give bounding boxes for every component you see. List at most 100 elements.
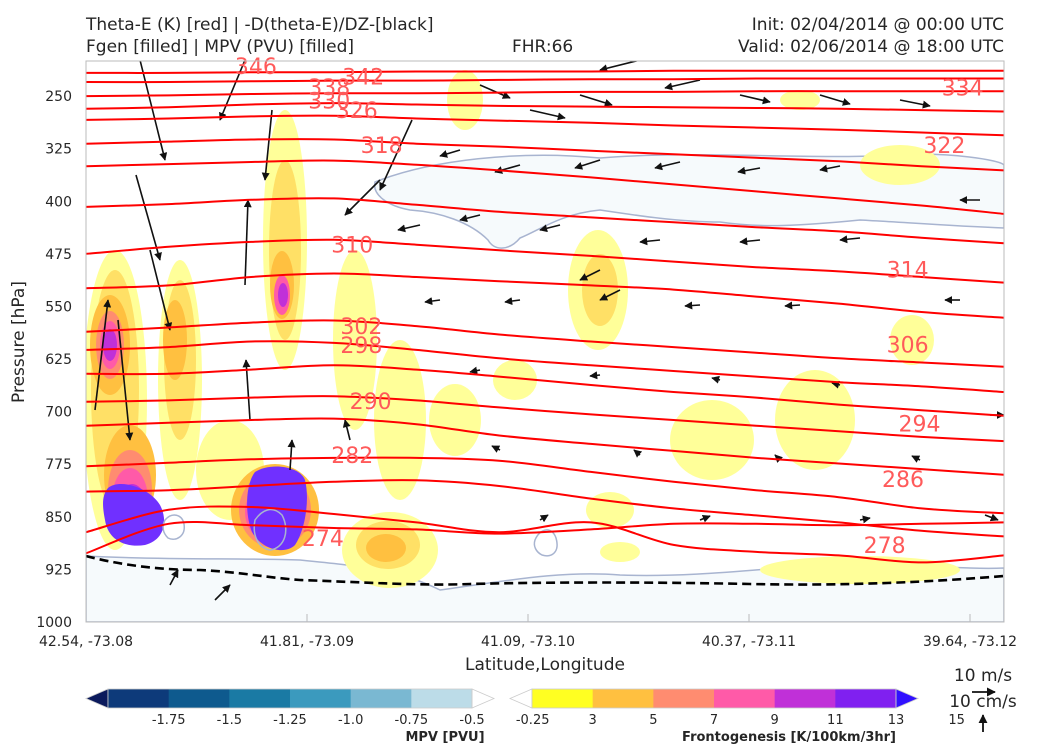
fgen-blob bbox=[278, 283, 288, 307]
colorbar-swatch bbox=[290, 689, 352, 708]
wind-vector bbox=[439, 149, 461, 158]
x-axis-label: Latitude,Longitude bbox=[465, 655, 625, 675]
wind-vector bbox=[654, 161, 681, 171]
mpv-outline-extra bbox=[162, 508, 558, 557]
wind-vector bbox=[459, 214, 481, 223]
fgen-blob bbox=[447, 70, 483, 130]
wind-vector bbox=[831, 380, 841, 389]
theta-e-contour-298 bbox=[86, 364, 1004, 417]
contour-label: 310 bbox=[331, 234, 373, 259]
y-tick-label: 850 bbox=[45, 510, 72, 526]
contour-label: 278 bbox=[864, 534, 906, 559]
boundary-layer-dashed bbox=[86, 554, 1004, 586]
wind-vector bbox=[819, 164, 841, 173]
contour-label: 306 bbox=[887, 333, 929, 358]
fgen-max-region bbox=[103, 484, 165, 546]
wind-vector bbox=[424, 297, 441, 306]
contour-label: 334 bbox=[942, 77, 984, 102]
wind-vector bbox=[169, 569, 179, 586]
fgen-blob bbox=[374, 340, 426, 500]
theta-e-contour-286 bbox=[86, 456, 1004, 515]
wind-vector bbox=[504, 297, 521, 306]
x-tick-label: 42.54, -73.08 bbox=[39, 634, 133, 650]
mpv-colorbar-title: MPV [PVU] bbox=[405, 730, 484, 745]
colorbar-tick-label: 13 bbox=[888, 713, 905, 728]
wind-vector bbox=[579, 269, 601, 281]
theta-e-contour-322 bbox=[86, 159, 1004, 215]
contour-label: 282 bbox=[331, 444, 373, 469]
mpv-outline bbox=[533, 529, 558, 557]
wind-vector bbox=[737, 166, 761, 175]
fgen-blob bbox=[586, 492, 634, 528]
x-tick-label: 40.37, -73.11 bbox=[702, 634, 796, 650]
fgen-blob bbox=[582, 254, 618, 326]
theta-e-contour-318 bbox=[86, 197, 1004, 245]
colorbar-swatch bbox=[835, 689, 897, 708]
title-line-1: Theta-E (K) [red] | -D(theta-E)/DZ-[blac… bbox=[86, 15, 434, 35]
y-tick-label: 925 bbox=[45, 562, 72, 578]
colorbar-tick-label: -1.25 bbox=[273, 713, 307, 728]
theta-e-contour-310 bbox=[86, 272, 1004, 319]
theta-e-contour-326 bbox=[86, 138, 1004, 172]
y-tick-label: 700 bbox=[45, 405, 72, 421]
wind-vector bbox=[491, 445, 501, 453]
wind-vector bbox=[711, 375, 721, 384]
y-tick-label: 475 bbox=[45, 247, 72, 263]
fgen-blob bbox=[775, 370, 855, 470]
vector-field bbox=[94, 61, 1004, 601]
theta-e-contour-294 bbox=[86, 395, 1004, 443]
wind-vector bbox=[397, 224, 421, 233]
contour-label: 346 bbox=[235, 55, 277, 80]
wind-vector bbox=[539, 224, 561, 233]
wind-vector bbox=[539, 514, 549, 523]
theta-e-contour-342 bbox=[86, 77, 1004, 84]
wind-vector bbox=[839, 235, 861, 244]
colorbar-swatch bbox=[592, 689, 654, 708]
colorbar-tick-label: 15 bbox=[948, 713, 965, 728]
fgen-blob bbox=[890, 315, 934, 365]
wind-vector bbox=[984, 513, 999, 522]
theta-e-contours bbox=[86, 69, 1004, 564]
fgen-blob bbox=[600, 542, 640, 562]
y-tick-label: 250 bbox=[45, 89, 72, 105]
colorbar-tick-label: -1.0 bbox=[338, 713, 363, 728]
contour-label: 298 bbox=[340, 334, 382, 359]
fgen-blob bbox=[366, 534, 406, 562]
frontogenesis-colorbar: 3 5 7 9 11 13 15 bbox=[508, 688, 965, 728]
colorbar-swatch bbox=[108, 689, 170, 708]
wind-vector bbox=[819, 94, 851, 106]
colorbar-swatch bbox=[411, 689, 473, 708]
theta-e-contour-278 bbox=[86, 505, 1004, 564]
wind-vector bbox=[149, 249, 173, 331]
y-tick-label: 550 bbox=[45, 299, 72, 315]
wind-vector bbox=[529, 109, 566, 121]
colorbar-swatch bbox=[168, 689, 230, 708]
theta-e-contour-346 bbox=[86, 69, 1004, 74]
contour-label: 318 bbox=[361, 134, 403, 159]
colorbar-frame bbox=[531, 688, 897, 709]
theta-e-contour-330 bbox=[86, 114, 1004, 137]
contour-label: 338 bbox=[308, 76, 350, 101]
wind-vector bbox=[699, 514, 711, 523]
colorbar-extend-right bbox=[895, 688, 920, 709]
colorbar-tick-label: 11 bbox=[827, 713, 844, 728]
y-tick-label: 1000 bbox=[36, 615, 72, 631]
x-tick-label: 41.09, -73.10 bbox=[481, 634, 575, 650]
colorbar-frame bbox=[107, 688, 473, 709]
y-axis-label: Pressure [hPa] bbox=[9, 281, 29, 403]
contour-label: 274 bbox=[302, 527, 344, 552]
contour-label: 342 bbox=[342, 65, 384, 90]
wind-vector bbox=[344, 179, 381, 216]
contour-label: 330 bbox=[308, 89, 350, 114]
y-tick-label: 400 bbox=[45, 194, 72, 210]
wind-vector bbox=[784, 301, 801, 310]
fgen-colorbar-title: Frontogenesis [K/100km/3hr] bbox=[682, 730, 896, 745]
wind-vector bbox=[899, 99, 931, 109]
colorbar-tick-label: 7 bbox=[710, 713, 718, 728]
fgen-blob bbox=[163, 300, 187, 380]
theta-e-contour-338 bbox=[86, 90, 1004, 98]
colorbar-swatch bbox=[774, 689, 836, 708]
title-line-2: Fgen [filled] | MPV (PVU) [filled] bbox=[86, 37, 355, 57]
